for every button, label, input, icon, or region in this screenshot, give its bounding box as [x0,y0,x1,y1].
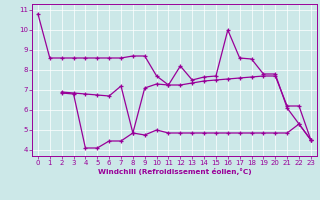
X-axis label: Windchill (Refroidissement éolien,°C): Windchill (Refroidissement éolien,°C) [98,168,251,175]
